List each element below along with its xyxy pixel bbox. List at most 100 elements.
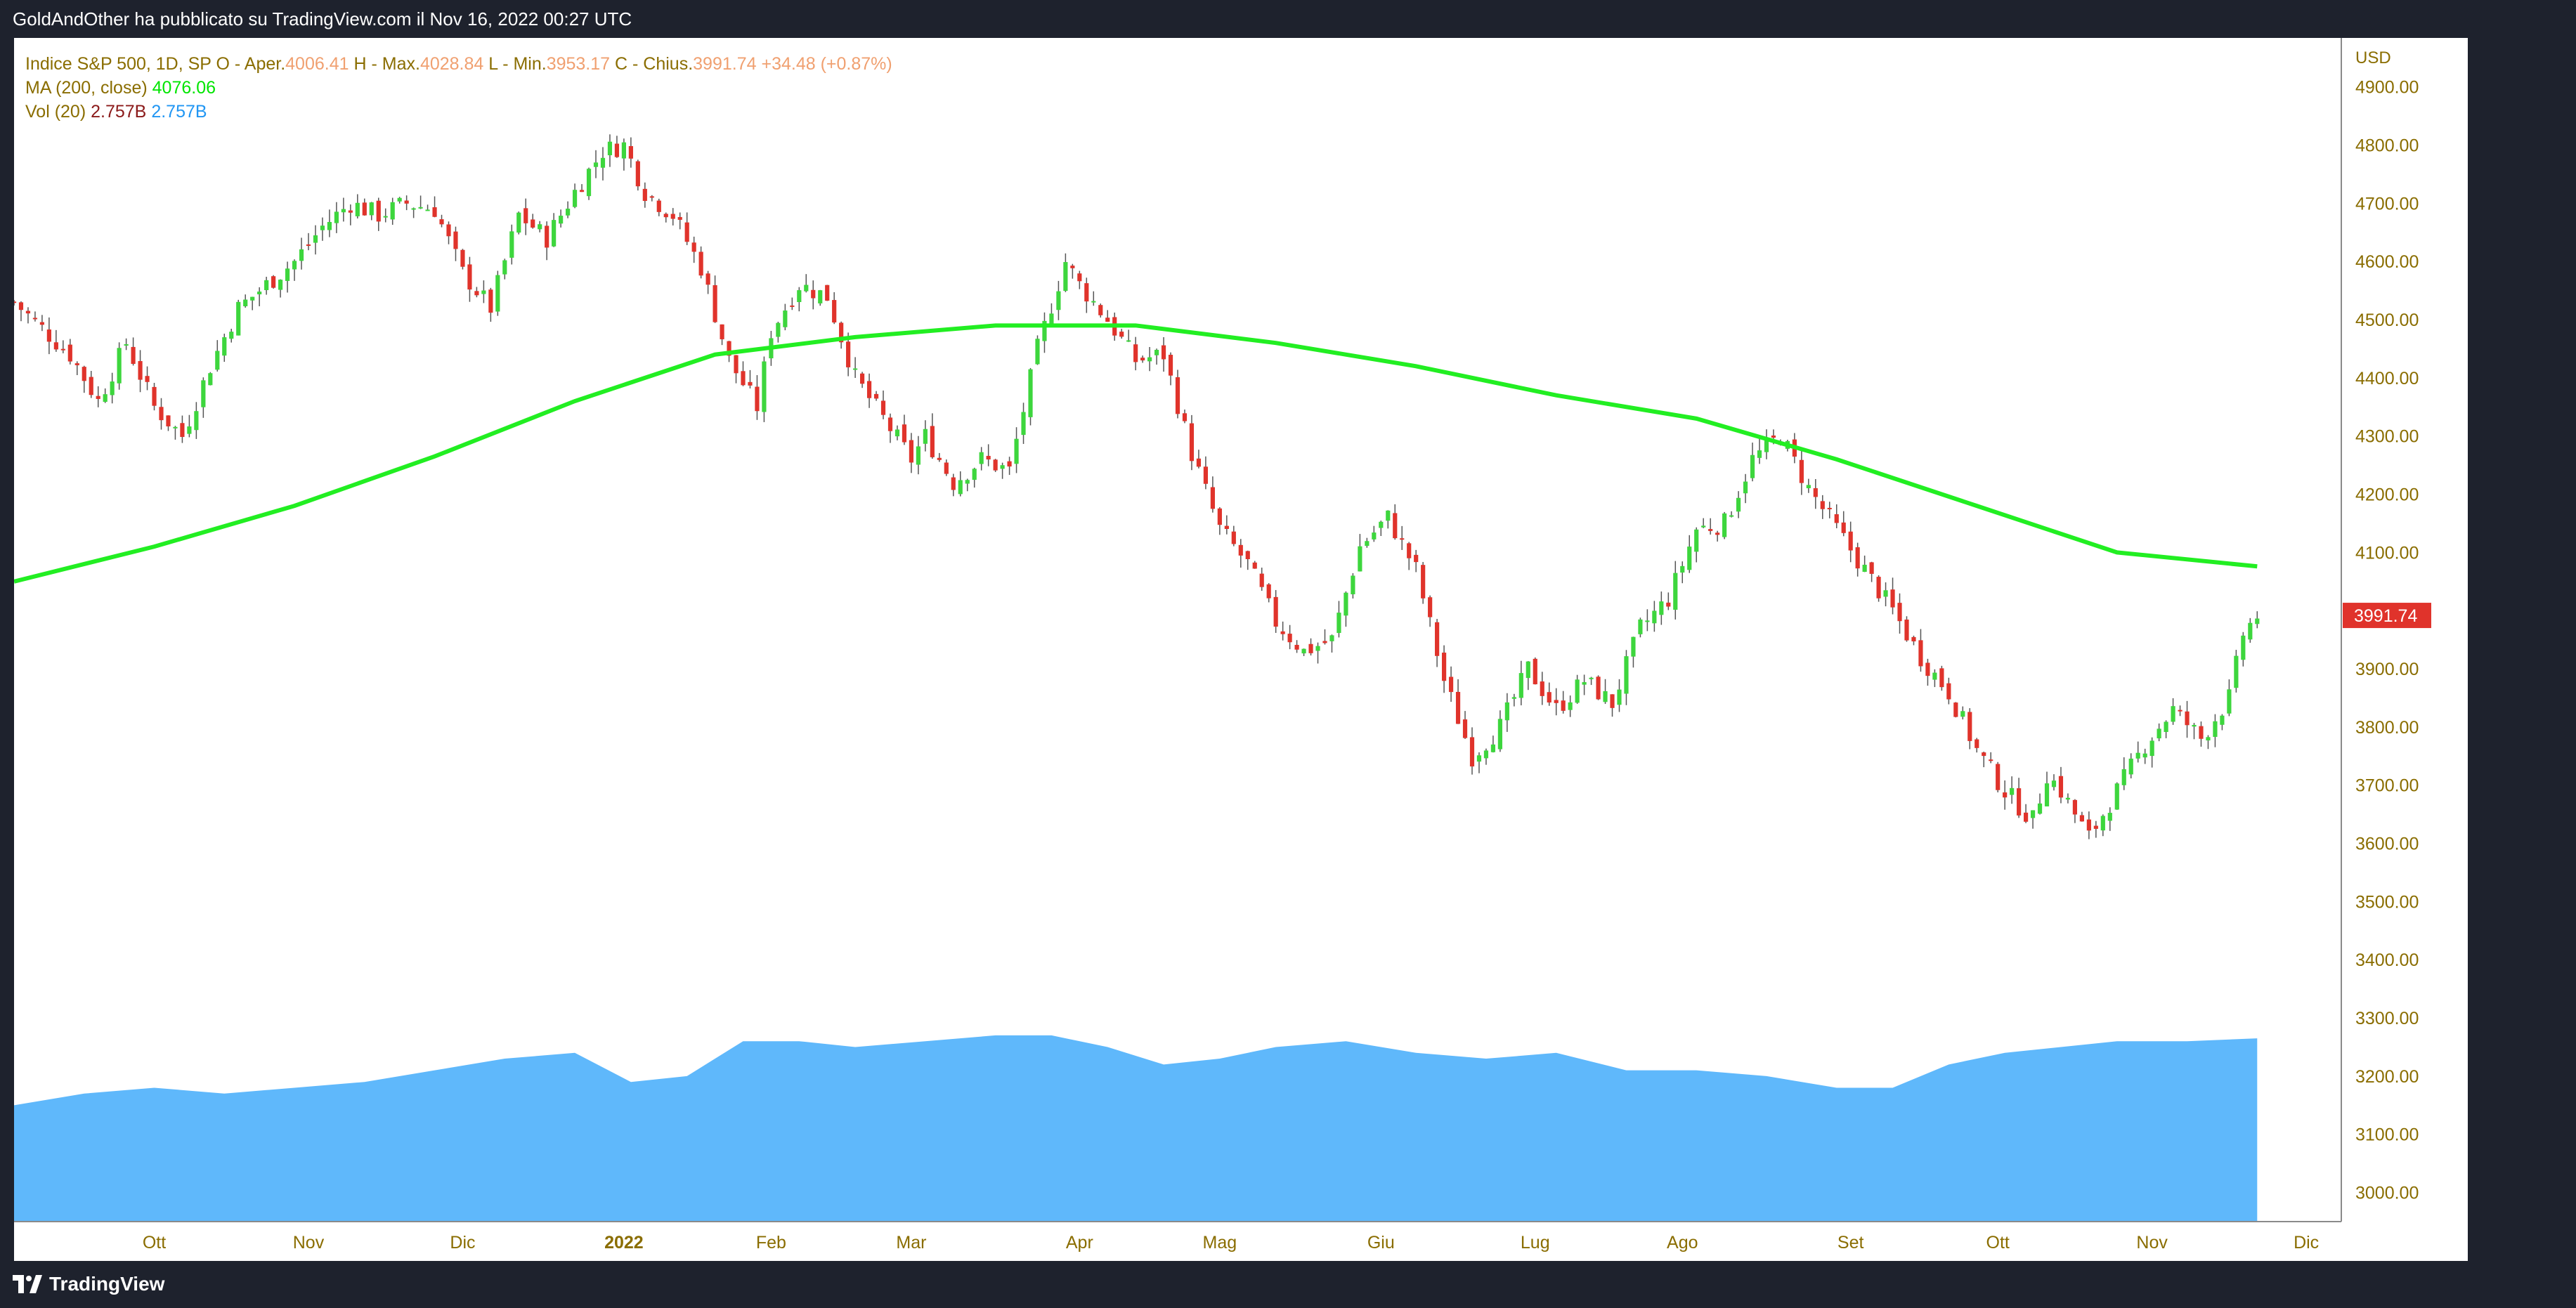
candle-up (1372, 532, 1377, 539)
candle-down (439, 219, 444, 225)
candle-down (89, 377, 93, 395)
candle-down (663, 214, 668, 218)
time-tick-label: 2022 (604, 1233, 644, 1253)
candle-down (180, 423, 185, 438)
candle-down (376, 200, 381, 222)
candle-up (2100, 816, 2105, 831)
candle-down (1007, 461, 1012, 467)
candle-up (208, 373, 213, 386)
candle-up (958, 480, 963, 495)
chart-panel[interactable]: 3000.00 3100.00 3200.00 3300.00 3400.00 3500.… (14, 38, 2468, 1261)
candle-down (1407, 543, 1412, 558)
candle-down (1848, 531, 1853, 551)
candle-down (1841, 522, 1846, 533)
time-tick-label: Giu (1367, 1233, 1395, 1253)
time-tick-label: Dic (2294, 1233, 2319, 1253)
candle-down (1715, 532, 1720, 535)
candle-up (916, 446, 921, 465)
candle-down (720, 324, 724, 339)
candle-up (187, 426, 192, 434)
price-tick-label: 3700.00 (2355, 776, 2419, 796)
candle-down (1421, 565, 1426, 599)
candle-up (1351, 575, 1355, 594)
candle-down (152, 386, 157, 406)
candle-up (1652, 610, 1657, 624)
candle-up (110, 381, 115, 395)
candle-up (215, 351, 220, 370)
candle-up (250, 296, 255, 301)
candle-down (1287, 634, 1292, 643)
legend-vol-label: Vol (20) (25, 102, 86, 122)
candle-down (1540, 681, 1544, 696)
candle-down (1168, 355, 1173, 376)
price-tick-label: 3200.00 (2355, 1067, 2419, 1087)
candle-down (1820, 501, 1825, 509)
candle-down (39, 322, 44, 325)
candle-up (1091, 301, 1096, 303)
candle-down (790, 305, 795, 307)
candle-up (593, 162, 599, 167)
legend-vol-value-1: 2.757B (91, 102, 147, 122)
candle-down (1610, 694, 1615, 708)
candle-up (194, 411, 199, 431)
candle-down (1827, 507, 1832, 509)
candle-up (1757, 450, 1762, 458)
candle-up (2220, 715, 2225, 725)
candle-down (1876, 577, 1881, 599)
candle-up (2030, 810, 2036, 818)
candle-down (1140, 358, 1145, 361)
price-chart[interactable]: 3000.00 3100.00 3200.00 3300.00 3400.00 3500.… (14, 38, 2468, 1261)
candle-up (2206, 737, 2211, 741)
candle-down (1273, 596, 1278, 627)
candle-up (2121, 769, 2126, 785)
candle-down (1989, 759, 1993, 761)
candle-up (1701, 525, 1706, 528)
candle-up (418, 207, 423, 209)
candle-up (1960, 711, 1965, 717)
candle-down (1904, 619, 1909, 641)
tradingview-logo[interactable]: TradingView (13, 1272, 164, 1296)
candle-down (1967, 712, 1972, 741)
candle-down (545, 225, 549, 248)
candle-up (572, 190, 578, 207)
candle-down (614, 143, 620, 157)
candle-up (292, 261, 297, 270)
candle-up (895, 429, 900, 437)
candle-up (495, 275, 500, 312)
candle-up (1063, 262, 1068, 292)
candle-up (1694, 529, 1699, 552)
candle-down (677, 216, 682, 220)
candle-up (1301, 648, 1306, 654)
volume-area (14, 1035, 2258, 1222)
candle-up (1358, 546, 1362, 572)
time-tick-label: Feb (756, 1233, 786, 1253)
legend: Indice S&P 500, 1D, SP O - Aper.4006.41 … (25, 52, 892, 124)
candle-down (1245, 551, 1250, 559)
candle-down (1280, 631, 1285, 634)
candle-up (411, 208, 416, 210)
candle-down (1855, 547, 1860, 569)
candle-down (846, 341, 851, 367)
candle-down (579, 190, 585, 192)
candle-down (159, 407, 164, 421)
candle-down (1890, 589, 1895, 608)
candle-down (1925, 662, 1930, 676)
candle-up (586, 169, 592, 197)
candle-down (1897, 603, 1902, 622)
candle-up (2248, 622, 2253, 640)
candle-down (642, 188, 647, 202)
candle-down (531, 219, 535, 228)
candle-down (1175, 377, 1180, 414)
legend-high-value: 4028.84 (419, 54, 484, 74)
candle-down (82, 367, 86, 381)
candle-up (559, 216, 564, 224)
candle-up (2192, 724, 2197, 727)
candle-up (2164, 721, 2168, 733)
candle-down (446, 224, 451, 237)
candle-down (453, 231, 458, 249)
candle-down (1098, 305, 1103, 315)
price-tick-label: 3300.00 (2355, 1009, 2419, 1028)
candle-up (1476, 755, 1482, 762)
candle-up (2114, 783, 2119, 810)
candle-down (1813, 488, 1818, 497)
